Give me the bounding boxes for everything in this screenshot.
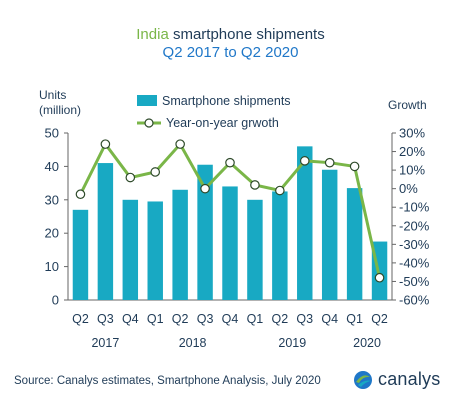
marker-yoy-growth xyxy=(125,172,136,183)
left-axis-tick-label: 50 xyxy=(45,126,59,141)
marker-yoy-growth xyxy=(349,161,360,172)
title-country: India xyxy=(136,26,169,43)
right-axis-label: Growth xyxy=(388,98,427,112)
bar-smartphone-shipments xyxy=(346,188,363,300)
title-rest: smartphone shipments xyxy=(168,26,325,43)
x-tick-label: Q1 xyxy=(147,312,164,326)
bar-smartphone-shipments xyxy=(72,209,89,300)
legend-label-line: Year-on-year grwoth xyxy=(166,116,279,130)
left-axis-tick-label: 0 xyxy=(52,293,59,308)
x-tick-label: Q4 xyxy=(122,312,139,326)
left-axis-tick-label: 30 xyxy=(45,192,59,207)
x-year-label: 2017 xyxy=(91,336,119,350)
source-note: Source: Canalys estimates, Smartphone An… xyxy=(14,375,321,387)
right-axis-tick-label: 0% xyxy=(399,181,418,196)
legend-swatch-bars xyxy=(137,95,157,106)
left-axis-tick-label: 10 xyxy=(45,259,59,274)
bar-smartphone-shipments xyxy=(172,189,188,300)
left-axis-tick-label: 40 xyxy=(45,159,59,174)
bar-smartphone-shipments xyxy=(272,191,288,300)
marker-yoy-growth xyxy=(175,139,185,149)
x-tick-label: Q3 xyxy=(197,312,214,326)
x-tick-label: Q1 xyxy=(247,312,264,326)
brand-name: canalys xyxy=(378,369,441,389)
right-axis-tick-label: 10% xyxy=(399,163,425,178)
marker-yoy-growth xyxy=(324,157,335,168)
x-tick-label: Q4 xyxy=(222,312,239,326)
right-axis-tick-label: -30% xyxy=(399,237,430,252)
x-tick-label: Q2 xyxy=(172,312,189,326)
bar-smartphone-shipments xyxy=(321,169,338,300)
right-axis-tick-label: 30% xyxy=(399,126,425,141)
right-axis-tick-label: -10% xyxy=(399,200,430,215)
bar-smartphone-shipments xyxy=(222,186,238,300)
brand-logo: canalys xyxy=(353,369,440,390)
bar-smartphone-shipments xyxy=(147,201,163,300)
x-year-label: 2018 xyxy=(179,336,207,350)
x-year-label: 2020 xyxy=(353,336,381,350)
marker-yoy-growth xyxy=(225,157,235,168)
x-year-label: 2019 xyxy=(278,336,306,350)
marker-yoy-growth xyxy=(100,139,111,149)
legend-label-bars: Smartphone shipments xyxy=(162,94,291,108)
bar-smartphone-shipments xyxy=(97,163,114,300)
x-tick-label: Q2 xyxy=(371,312,388,326)
right-axis-tick-label: 20% xyxy=(399,144,425,159)
left-axis-tick-label: 20 xyxy=(45,226,59,241)
bar-smartphone-shipments xyxy=(297,146,313,300)
left-axis-label-unit: (million) xyxy=(39,103,81,117)
bar-smartphone-shipments xyxy=(247,199,263,300)
right-axis-tick-label: -60% xyxy=(399,293,430,308)
marker-yoy-growth xyxy=(250,180,260,190)
x-tick-label: Q3 xyxy=(97,312,114,326)
bar-smartphone-shipments xyxy=(197,164,213,300)
canalys-logo-icon xyxy=(354,370,372,389)
x-tick-label: Q1 xyxy=(346,312,363,326)
x-tick-label: Q2 xyxy=(72,312,89,326)
bar-smartphone-shipments xyxy=(122,199,139,300)
marker-yoy-growth xyxy=(200,183,210,194)
x-tick-label: Q2 xyxy=(272,312,289,326)
chart-title: India smartphone shipments Q2 2017 to Q2… xyxy=(0,26,461,62)
right-axis-tick-label: -50% xyxy=(399,274,430,289)
right-axis-tick-label: -20% xyxy=(399,218,430,233)
legend-swatch-marker xyxy=(144,118,154,128)
x-tick-label: Q3 xyxy=(296,312,313,326)
marker-yoy-growth xyxy=(75,189,86,200)
chart-subtitle: Q2 2017 to Q2 2020 xyxy=(162,44,299,61)
left-axis-label: Units xyxy=(39,88,66,102)
marker-yoy-growth xyxy=(150,167,161,177)
x-tick-label: Q4 xyxy=(321,312,338,326)
right-axis-tick-label: -40% xyxy=(399,255,430,270)
marker-yoy-growth xyxy=(374,272,385,283)
marker-yoy-growth xyxy=(275,185,285,196)
marker-yoy-growth xyxy=(299,156,310,166)
